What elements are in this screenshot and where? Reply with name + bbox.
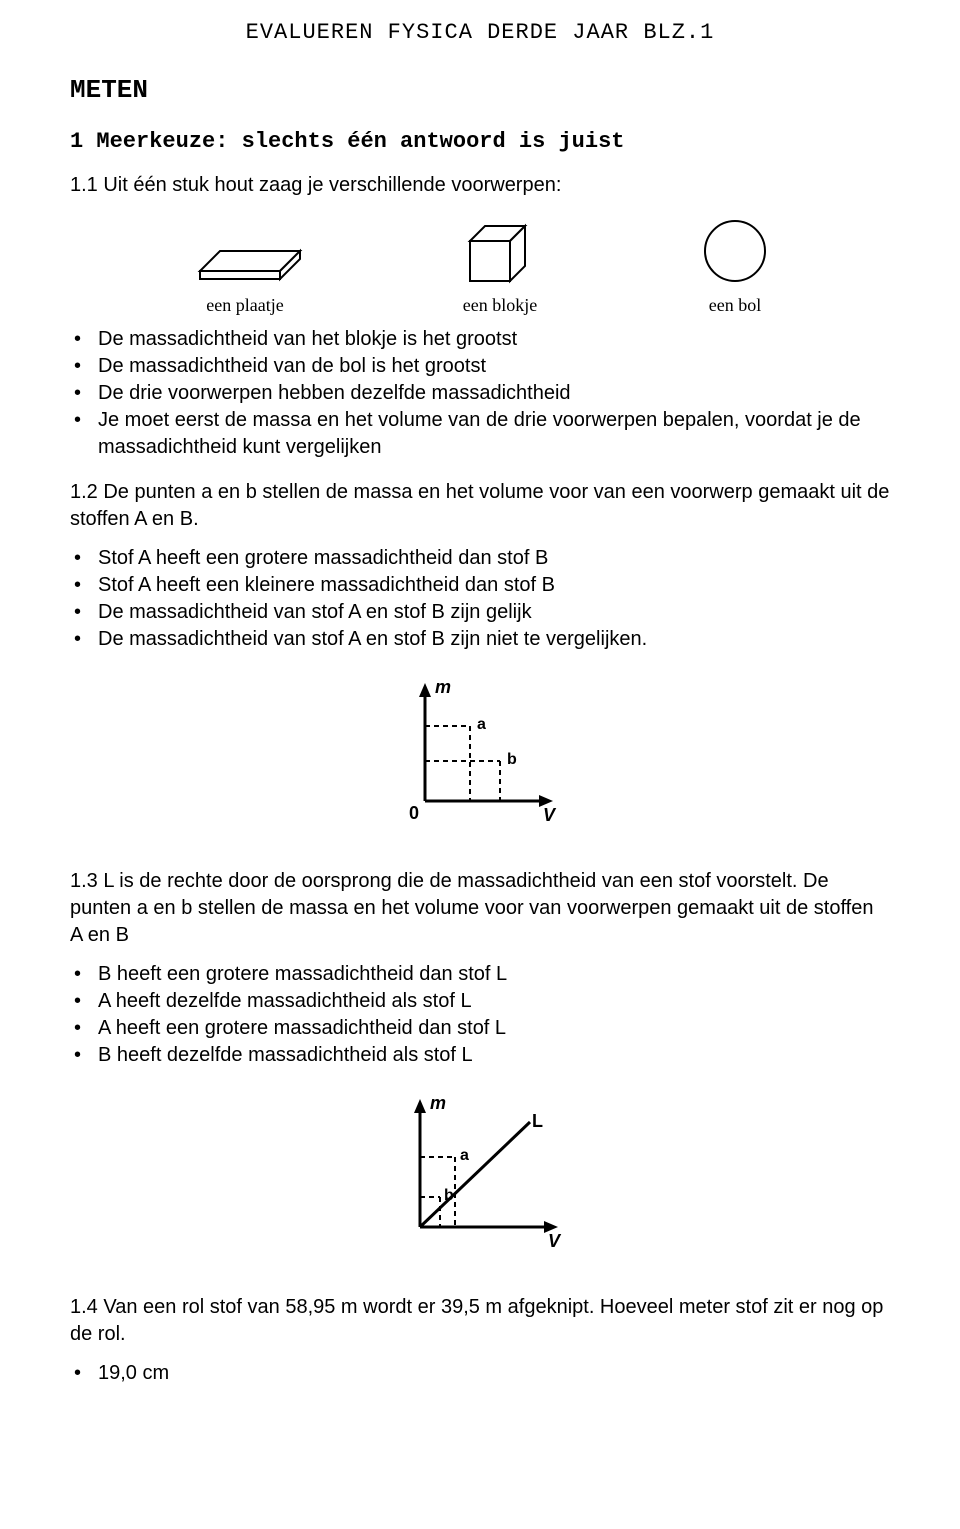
list-item: Stof A heeft een kleinere massadichtheid…: [70, 572, 890, 599]
q1-4-text: 1.4 Van een rol stof van 58,95 m wordt e…: [70, 1294, 890, 1348]
list-item: B heeft een grotere massadichtheid dan s…: [70, 961, 890, 988]
x-axis-label: V: [548, 1231, 562, 1251]
list-item: Stof A heeft een grotere massadichtheid …: [70, 545, 890, 572]
y-axis-label: m: [430, 1093, 446, 1113]
list-item: De massadichtheid van de bol is het groo…: [70, 353, 890, 380]
q1-1-options: De massadichtheid van het blokje is het …: [70, 326, 890, 461]
plaatje-icon: [180, 231, 310, 291]
plaatje-label: een plaatje: [180, 295, 310, 316]
q1-2-graph: m V 0 a b: [70, 671, 890, 846]
q1-3-options: B heeft een grotere massadichtheid dan s…: [70, 961, 890, 1069]
bol-icon: [690, 211, 780, 291]
mv-graph-2: m V L a b: [380, 1087, 580, 1267]
shape-plaatje: een plaatje: [180, 231, 310, 316]
list-item: De massadichtheid van stof A en stof B z…: [70, 626, 890, 653]
point-b-label: b: [507, 751, 517, 768]
blokje-label: een blokje: [450, 295, 550, 316]
point-b-label: b: [444, 1187, 454, 1204]
bol-label: een bol: [690, 295, 780, 316]
list-item: De drie voorwerpen hebben dezelfde massa…: [70, 380, 890, 407]
point-a-label: a: [460, 1147, 469, 1164]
list-item: 19,0 cm: [70, 1360, 890, 1387]
x-axis-label: V: [543, 805, 557, 825]
shape-blokje: een blokje: [450, 211, 550, 316]
origin-label: 0: [409, 803, 419, 823]
section-title: METEN: [70, 75, 890, 105]
page-header: EVALUEREN FYSICA DERDE JAAR BLZ.1: [70, 20, 890, 45]
point-a-label: a: [477, 716, 486, 733]
list-item: Je moet eerst de massa en het volume van…: [70, 407, 890, 461]
list-item: B heeft dezelfde massadichtheid als stof…: [70, 1042, 890, 1069]
shapes-row: een plaatje een blokje een bol: [110, 211, 850, 316]
document-page: EVALUEREN FYSICA DERDE JAAR BLZ.1 METEN …: [0, 0, 960, 1445]
blokje-icon: [450, 211, 550, 291]
list-item: De massadichtheid van stof A en stof B z…: [70, 599, 890, 626]
mv-graph-1: m V 0 a b: [385, 671, 575, 841]
line-L-label: L: [532, 1111, 543, 1131]
list-item: A heeft een grotere massadichtheid dan s…: [70, 1015, 890, 1042]
list-item: A heeft dezelfde massadichtheid als stof…: [70, 988, 890, 1015]
q1-2-text: 1.2 De punten a en b stellen de massa en…: [70, 479, 890, 533]
y-axis-label: m: [435, 677, 451, 697]
list-item: De massadichtheid van het blokje is het …: [70, 326, 890, 353]
q1-1-text: 1.1 Uit één stuk hout zaag je verschille…: [70, 172, 890, 199]
q1-2-options: Stof A heeft een grotere massadichtheid …: [70, 545, 890, 653]
q1-3-text: 1.3 L is de rechte door de oorsprong die…: [70, 868, 890, 949]
shape-bol: een bol: [690, 211, 780, 316]
q1-3-graph: m V L a b: [70, 1087, 890, 1272]
section-subtitle: 1 Meerkeuze: slechts één antwoord is jui…: [70, 129, 890, 154]
q1-4-options: 19,0 cm: [70, 1360, 890, 1387]
